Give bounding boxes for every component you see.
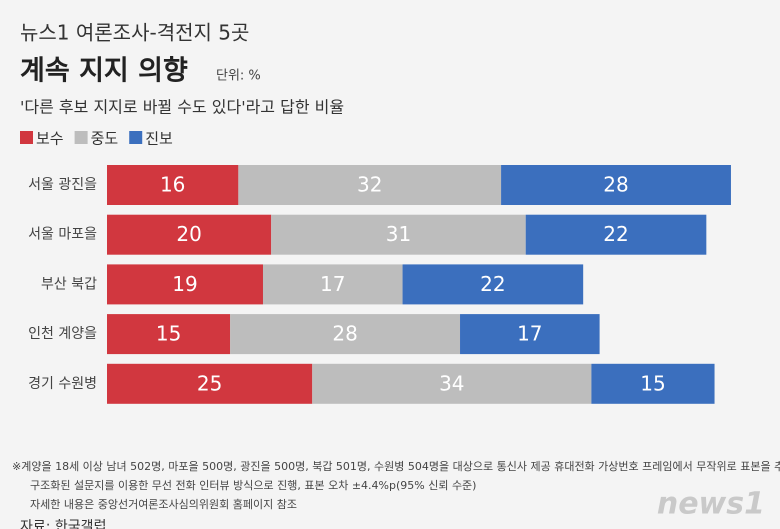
legend-swatch — [129, 131, 143, 144]
bar-segment — [312, 363, 592, 404]
bar-segment — [107, 314, 231, 355]
bar-segment — [107, 264, 263, 305]
bar-segment — [501, 165, 731, 205]
note: 자세한 내용은 중앙선거여론조사심의위원회 홈페이지 참조 — [30, 497, 297, 511]
y-tick-label: 서울 마포을 — [28, 227, 97, 243]
value-label: 22 — [480, 272, 505, 296]
bar-segment — [460, 314, 600, 355]
value-label: 16 — [160, 173, 185, 197]
note: 구조화된 설문지를 이용한 무선 전화 인터뷰 방식으로 진행, 표본 오차 ±… — [30, 479, 476, 492]
value-label: 31 — [386, 222, 411, 246]
legend-swatch — [74, 131, 88, 144]
value-label: 20 — [176, 222, 201, 246]
value-label: 17 — [517, 322, 542, 346]
value-label: 28 — [332, 322, 357, 346]
bar-segment — [262, 264, 403, 305]
legend-label: 보수 — [36, 130, 64, 148]
value-label: 25 — [197, 371, 222, 395]
note: ※계양을 18세 이상 남녀 502명, 마포을 500명, 광진을 500명,… — [12, 460, 780, 473]
bar-segment — [107, 165, 239, 205]
chart-title: 계속 지지 의향 — [20, 56, 188, 87]
bar-segment — [402, 264, 584, 305]
unit: 단위: % — [216, 69, 261, 84]
bar-segment — [107, 214, 272, 255]
value-label: 28 — [603, 173, 628, 197]
bar-segment — [107, 363, 313, 404]
legend-label: 중도 — [91, 130, 119, 148]
value-label: 34 — [439, 371, 464, 395]
value-label: 32 — [357, 173, 382, 197]
header: 뉴스1 여론조사-격전지 5곳 — [20, 21, 249, 45]
y-tick-label: 인천 계양을 — [28, 326, 97, 342]
bar-segment — [238, 165, 502, 205]
bar-segment — [525, 214, 707, 255]
subtitle: '다른 후보 지지로 바뀔 수도 있다'라고 답한 비율 — [20, 98, 344, 117]
legend-label: 진보 — [145, 130, 173, 148]
y-tick-label: 경기 수원병 — [28, 376, 97, 392]
source: 자료: 한국갤럽 — [20, 519, 106, 529]
value-label: 17 — [320, 272, 345, 296]
y-tick-label: 서울 광진을 — [28, 177, 97, 193]
legend-swatch — [20, 131, 33, 144]
logo: news1 — [657, 487, 765, 522]
value-label: 15 — [640, 371, 665, 395]
bar-segment — [230, 314, 461, 355]
y-tick-label: 부산 북갑 — [41, 276, 97, 292]
bar-segment — [271, 214, 526, 255]
value-label: 22 — [603, 222, 628, 246]
value-label: 15 — [156, 322, 181, 346]
bar-segment — [591, 363, 715, 404]
value-label: 19 — [172, 272, 197, 296]
